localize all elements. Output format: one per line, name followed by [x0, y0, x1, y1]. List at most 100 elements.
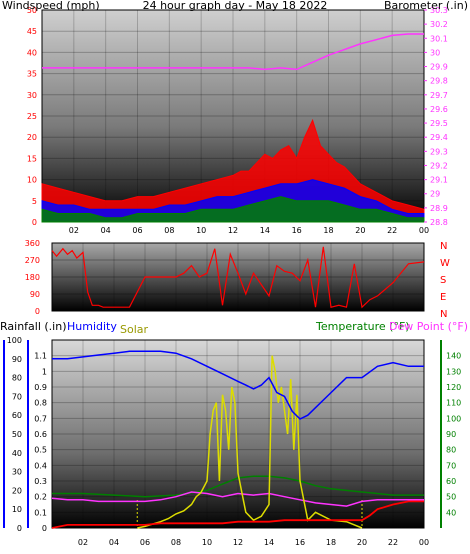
humidity-tick: 100: [7, 336, 22, 345]
humidity-tick: 20: [12, 486, 22, 495]
rainfall-tick: 0.1: [34, 508, 47, 517]
rainfall-tick: 0.9: [34, 383, 47, 392]
wind-left-tick: 30: [27, 91, 37, 100]
direction-left-tick: 180: [25, 273, 40, 282]
wind-series: [41, 33, 425, 223]
compass-letter: N: [440, 241, 447, 252]
compass-letter: W: [440, 258, 450, 269]
rainfall-ticks: 0 10 20 30 40 50 60 70 80 90 100: [7, 336, 22, 533]
wind-x-tick: 06: [132, 226, 142, 235]
rain-x-tick: 08: [171, 538, 181, 547]
baro-right-tick: 29.6: [430, 105, 448, 114]
rain-series: [51, 350, 424, 529]
temperature-series: [52, 475, 424, 498]
baro-right-tick: 30.3: [430, 6, 448, 15]
humidity-ticks: 0 0.1 0.2 0.3 0.4 0.5 0.6 0.7 0.8 0.9 1 1.1: [34, 352, 47, 533]
baro-right-tick: 30.2: [430, 20, 448, 29]
temperature-tick: 80: [446, 446, 456, 455]
direction-series: [51, 246, 425, 309]
humidity-tick: 90: [12, 355, 22, 364]
temperature-tick: 130: [446, 367, 461, 376]
baro-right-tick: 28.9: [430, 204, 448, 213]
direction-plot-area: [51, 242, 425, 312]
temperature-tick: 70: [446, 461, 456, 470]
wind-x-tick: 18: [323, 226, 333, 235]
wind-x-tick: 12: [228, 226, 238, 235]
wind-right-ticks: 28.8 28.9 29 29.1 29.2 29.3 29.4 29.5 29.6 29.7 29…: [424, 6, 448, 227]
rain-x-tick: 22: [388, 538, 398, 547]
wind-left-tick: 45: [27, 27, 37, 36]
wind-left-tick: 40: [27, 48, 37, 57]
rain-x-tick: 06: [140, 538, 150, 547]
rain-x-tick: 00: [419, 538, 429, 547]
compass-letter: S: [440, 275, 446, 286]
rainfall-tick: 0.4: [34, 461, 47, 470]
rain-x-ticks: 02 04 06 08 10 12 14 16 18 20 22 00: [78, 538, 429, 547]
windspeed-axis-label: Windspeed (mph): [2, 0, 100, 12]
rain-grid: [52, 340, 425, 529]
baro-right-tick: 30: [430, 48, 440, 57]
wind-left-tick: 20: [27, 133, 37, 142]
chart-title: 24 hour graph day - May 18 2022: [143, 0, 328, 12]
baro-right-tick: 28.8: [430, 218, 448, 227]
humidity-tick: 50: [12, 430, 22, 439]
temperature-tick: 50: [446, 493, 456, 502]
rainfall-tick: 0: [42, 524, 47, 533]
temperature-tick: 100: [446, 414, 461, 423]
rain-x-tick: 10: [202, 538, 212, 547]
wind-x-tick: 22: [387, 226, 397, 235]
baro-right-tick: 29.2: [430, 161, 448, 170]
barometer-axis-label: Barometer (.in): [384, 0, 468, 12]
humidity-tick: 0: [17, 524, 22, 533]
temperature-tick: 90: [446, 430, 456, 439]
direction-left-ticks: 0 90 180 270 360: [25, 239, 40, 316]
wind-x-tick: 00: [419, 226, 429, 235]
wind-left-tick: 15: [27, 154, 37, 163]
humidity-tick: 60: [12, 411, 22, 420]
rain-x-tick: 04: [109, 538, 119, 547]
rainfall-axis-label: Rainfall (.in): [0, 320, 67, 333]
solar-series: [137, 355, 363, 529]
rain-x-tick: 14: [264, 538, 274, 547]
direction-left-tick: 90: [30, 290, 40, 299]
baro-right-tick: 29.5: [430, 119, 448, 128]
wind-low-series: [41, 196, 425, 223]
humidity-tick: 30: [12, 468, 22, 477]
rainfall-tick: 0.5: [34, 446, 47, 455]
wind-x-tick: 10: [196, 226, 206, 235]
direction-left-tick: 270: [25, 256, 40, 265]
dewpoint-series: [51, 491, 424, 507]
temperature-tick: 60: [446, 477, 456, 486]
humidity-tick: 80: [12, 374, 22, 383]
temperature-tick: 140: [446, 352, 461, 361]
solar-axis-label: Solar: [120, 323, 149, 336]
rain-x-tick: 20: [357, 538, 367, 547]
barometer-series: [42, 33, 424, 71]
baro-right-tick: 29.3: [430, 147, 448, 156]
rainfall-tick: 0.3: [34, 477, 47, 486]
wind-x-tick: 04: [101, 226, 111, 235]
compass-letter: N: [440, 309, 447, 320]
wind-left-tick: 0: [32, 218, 37, 227]
rainfall-tick: 0.2: [34, 493, 47, 502]
temperature-axis-label: Temperature (°F): [315, 320, 410, 333]
wind-left-tick: 25: [27, 112, 37, 121]
direction-grid: [52, 242, 425, 312]
wind-x-tick: 02: [69, 226, 79, 235]
rainfall-series: [51, 500, 424, 529]
rainfall-tick: 1: [42, 367, 47, 376]
baro-right-tick: 29.8: [430, 77, 448, 86]
compass-letter: E: [440, 292, 446, 303]
baro-right-tick: 29.4: [430, 133, 448, 142]
temperature-tick: 40: [446, 508, 456, 517]
temperature-tick: 120: [446, 383, 461, 392]
humidity-series: [52, 350, 424, 420]
temperature-ticks: 40 50 60 70 80 90 100 110 120 130 140: [446, 352, 461, 518]
baro-right-tick: 29: [430, 190, 440, 199]
baro-right-tick: 30.1: [430, 34, 448, 43]
dewpoint-axis-label: Dew Point (°F): [389, 320, 468, 333]
wind-x-tick: 08: [164, 226, 174, 235]
